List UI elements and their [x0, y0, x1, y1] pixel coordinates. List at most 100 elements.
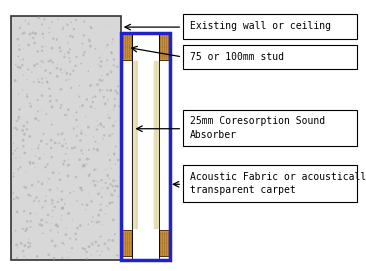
Point	[111, 151, 117, 156]
Point	[46, 86, 52, 91]
Point	[48, 119, 54, 123]
Point	[24, 227, 30, 231]
Point	[78, 62, 84, 66]
Point	[92, 94, 98, 99]
Point	[40, 218, 46, 222]
Point	[54, 38, 60, 42]
Point	[45, 213, 51, 217]
Point	[68, 20, 74, 24]
Point	[55, 186, 60, 191]
Point	[65, 41, 71, 45]
Point	[21, 209, 27, 214]
Point	[113, 144, 119, 149]
Bar	[11, 16, 121, 260]
Point	[34, 112, 40, 117]
Point	[64, 23, 70, 27]
Point	[26, 237, 31, 241]
Point	[71, 27, 77, 31]
Point	[95, 148, 101, 153]
Point	[100, 78, 106, 82]
Point	[39, 22, 45, 27]
Point	[112, 232, 118, 236]
Point	[30, 36, 36, 40]
Point	[105, 112, 111, 117]
Point	[11, 191, 16, 195]
Point	[67, 191, 73, 195]
Point	[43, 68, 49, 73]
Point	[33, 117, 39, 121]
Point	[12, 228, 18, 233]
Point	[32, 154, 38, 159]
Point	[103, 181, 109, 185]
Point	[51, 256, 57, 260]
Text: 25mm Coresorption Sound
Absorber: 25mm Coresorption Sound Absorber	[190, 117, 325, 140]
Point	[95, 123, 101, 128]
Point	[31, 80, 37, 84]
Point	[35, 146, 41, 150]
Point	[66, 158, 71, 162]
Point	[14, 119, 19, 123]
Point	[70, 69, 76, 73]
Point	[16, 43, 22, 47]
Point	[93, 107, 98, 111]
Point	[59, 218, 64, 222]
Point	[78, 131, 84, 136]
Point	[100, 137, 106, 141]
Bar	[132, 61, 138, 229]
Point	[40, 32, 46, 36]
Point	[68, 86, 74, 90]
Point	[68, 250, 74, 254]
Point	[23, 228, 29, 233]
Point	[55, 62, 60, 66]
Point	[98, 43, 104, 47]
Point	[105, 43, 111, 47]
Point	[24, 92, 30, 96]
Point	[99, 186, 105, 191]
Point	[98, 234, 104, 239]
Point	[105, 153, 111, 157]
Point	[84, 157, 90, 161]
Point	[20, 249, 26, 253]
Point	[104, 58, 110, 63]
Point	[110, 218, 116, 222]
Point	[63, 225, 69, 230]
Point	[21, 124, 27, 128]
Point	[107, 68, 113, 72]
Point	[67, 72, 73, 77]
Point	[75, 119, 81, 123]
Point	[80, 246, 86, 251]
Point	[67, 34, 73, 38]
Point	[14, 210, 20, 214]
Point	[58, 67, 64, 72]
Point	[66, 50, 71, 55]
Point	[12, 78, 18, 83]
Point	[36, 118, 41, 123]
Point	[57, 105, 63, 110]
Point	[102, 102, 108, 106]
Point	[86, 125, 92, 129]
Point	[62, 52, 68, 56]
Point	[44, 220, 49, 224]
Point	[49, 215, 55, 219]
Point	[89, 220, 95, 224]
Point	[115, 184, 121, 189]
Point	[50, 209, 56, 213]
Point	[90, 215, 96, 219]
Point	[64, 71, 70, 76]
Point	[15, 196, 21, 201]
Point	[39, 45, 45, 49]
Point	[91, 134, 97, 139]
Point	[37, 156, 42, 161]
Point	[19, 31, 25, 36]
Point	[60, 162, 66, 166]
Point	[73, 175, 79, 179]
Point	[49, 155, 55, 159]
Point	[15, 118, 21, 122]
Point	[77, 105, 83, 109]
Point	[71, 126, 77, 131]
Point	[88, 105, 94, 109]
Point	[67, 236, 73, 241]
Point	[86, 244, 92, 249]
Point	[12, 148, 18, 153]
Point	[77, 186, 83, 190]
